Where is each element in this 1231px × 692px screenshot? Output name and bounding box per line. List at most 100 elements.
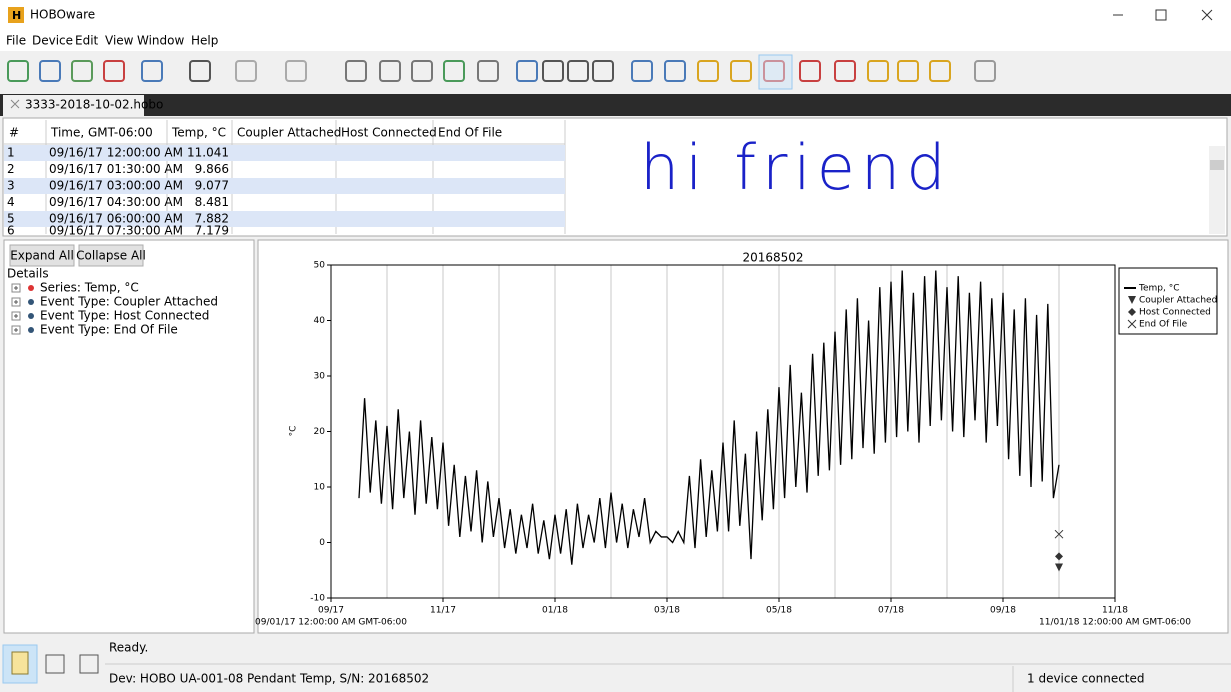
toolbar-button[interactable] [867, 60, 889, 82]
table-cell: 8.481 [195, 195, 229, 209]
legend-symbol [1128, 296, 1136, 304]
app-icon-letter: H [12, 9, 21, 22]
menu-item[interactable]: Window [137, 34, 185, 48]
table-cell: 09/16/17 06:00:00 AM [49, 212, 183, 226]
tab[interactable] [3, 95, 144, 116]
toolbar-button[interactable] [974, 60, 996, 82]
toolbar-button[interactable] [477, 60, 499, 82]
table-cell: 7.882 [195, 212, 229, 226]
window-title: HOBOware [30, 8, 95, 22]
toolbar-button[interactable] [285, 60, 307, 82]
toolbar [0, 51, 1231, 93]
event-marker [1055, 552, 1063, 561]
tree-item: Event Type: End Of File [40, 323, 178, 337]
toolbar-button[interactable] [542, 60, 564, 82]
scroll-thumb[interactable] [1210, 160, 1224, 170]
tree-plus [14, 314, 18, 318]
column-header: Time, GMT-06:00 [50, 126, 153, 140]
legend-symbol [1128, 308, 1136, 316]
row-highlight [4, 178, 565, 194]
maximize-button[interactable] [1155, 9, 1167, 21]
toolbar-button[interactable] [897, 60, 919, 82]
table-cell: 6 [7, 224, 15, 238]
x-tick-label: 09/17 [318, 606, 344, 616]
y-tick-label: 20 [314, 427, 326, 437]
x-start-label: 09/01/17 12:00:00 AM GMT-06:00 [255, 618, 407, 628]
table-cell: 09/16/17 07:30:00 AM [49, 224, 183, 238]
tree-icon [28, 327, 34, 333]
toolbar-button[interactable] [39, 60, 61, 82]
toolbar-toggle [758, 54, 793, 90]
x-tick-label: 11/17 [430, 606, 456, 616]
x-tick-label: 03/18 [654, 606, 680, 616]
chart-title: 20168502 [742, 251, 803, 265]
row-highlight [4, 211, 565, 227]
table-cell: 09/16/17 04:30:00 AM [49, 195, 183, 209]
toolbar-button[interactable] [929, 60, 951, 82]
expand-all-button[interactable] [9, 244, 75, 267]
toolbar-button[interactable] [592, 60, 614, 82]
tree-icon [28, 299, 34, 305]
toolbar-button[interactable] [834, 60, 856, 82]
button-label: Expand All [10, 249, 74, 263]
table-cell: 09/16/17 03:00:00 AM [49, 179, 183, 193]
scrollbar[interactable] [1209, 146, 1225, 234]
x-tick-label: 11/18 [1102, 606, 1128, 616]
y-axis-label: °C [289, 426, 299, 437]
toolbar-button[interactable] [189, 60, 211, 82]
legend-symbol [1127, 319, 1137, 329]
y-tick-label: 50 [314, 261, 326, 271]
column-header: Coupler Attached [237, 126, 341, 140]
close-button[interactable] [1201, 9, 1213, 21]
x-end-label: 11/01/18 12:00:00 AM GMT-06:00 [1039, 618, 1191, 628]
toolbar-button[interactable] [7, 60, 29, 82]
column-header: Temp, °C [171, 126, 226, 140]
view-button[interactable] [79, 654, 99, 674]
menu-item[interactable]: File [6, 34, 26, 48]
table-cell: 3 [7, 179, 15, 193]
toolbar-button[interactable] [443, 60, 465, 82]
toolbar-button[interactable] [379, 60, 401, 82]
toolbar-button[interactable] [235, 60, 257, 82]
toolbar-button[interactable] [411, 60, 433, 82]
tree-icon [28, 313, 34, 319]
view-button[interactable] [45, 654, 65, 674]
legend [1118, 267, 1218, 335]
menu-item[interactable]: Help [191, 34, 218, 48]
tree-item: Event Type: Host Connected [40, 309, 209, 323]
toolbar-button[interactable] [516, 60, 538, 82]
event-marker [1054, 529, 1064, 539]
x-tick-label: 09/18 [990, 606, 1016, 616]
y-tick-label: 0 [319, 538, 325, 548]
chart-panel [257, 239, 1229, 634]
toolbar-button[interactable] [664, 60, 686, 82]
menu-item[interactable]: Edit [75, 34, 99, 48]
tab-close[interactable] [10, 99, 20, 109]
toolbar-button[interactable] [71, 60, 93, 82]
menu-item[interactable]: View [105, 34, 134, 48]
toolbar-button[interactable] [141, 60, 163, 82]
column-header: Host Connected [341, 126, 437, 140]
y-tick-label: 30 [314, 372, 326, 382]
menu-item[interactable]: Device [32, 34, 73, 48]
toolbar-button[interactable] [631, 60, 653, 82]
toolbar-button[interactable] [567, 60, 589, 82]
collapse-all-button[interactable] [78, 244, 144, 267]
details-panel [3, 239, 255, 634]
toolbar-button[interactable] [345, 60, 367, 82]
y-tick-label: 40 [314, 316, 326, 326]
tab-bar [0, 94, 1231, 116]
toolbar-button[interactable] [697, 60, 719, 82]
tree-item: Event Type: Coupler Attached [40, 295, 218, 309]
toolbar-button[interactable] [730, 60, 752, 82]
status-message: Ready. [109, 641, 148, 655]
toolbar-button[interactable] [799, 60, 821, 82]
table-cell: 7.179 [195, 224, 229, 238]
event-marker [1055, 563, 1063, 572]
column-header: # [9, 126, 19, 140]
column-header: End Of File [438, 126, 502, 140]
toolbar-button[interactable] [103, 60, 125, 82]
y-tick-label: -10 [310, 594, 325, 604]
legend-label: Coupler Attached [1139, 296, 1217, 306]
